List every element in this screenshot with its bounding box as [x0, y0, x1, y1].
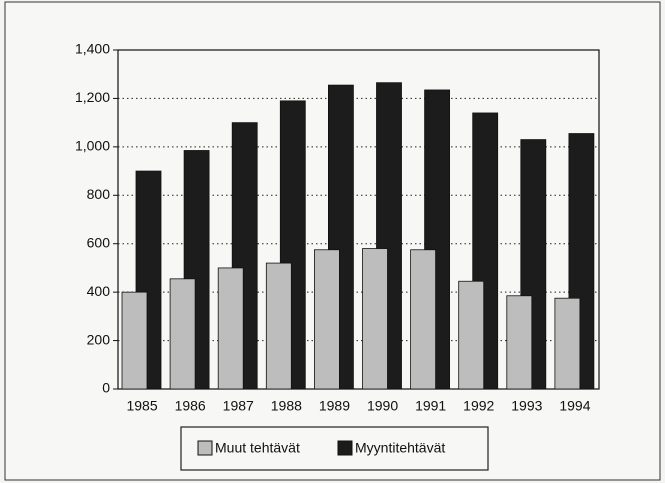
x-tick-label: 1988 — [271, 398, 302, 414]
bar — [121, 291, 148, 390]
bar — [506, 295, 533, 390]
legend-swatch — [337, 440, 353, 456]
x-tick-label: 1989 — [319, 398, 350, 414]
x-tick-label: 1994 — [559, 398, 590, 414]
bar — [313, 249, 340, 390]
bar — [458, 280, 485, 390]
legend-label: Muut tehtävät — [215, 440, 300, 456]
x-tick-label: 1985 — [126, 398, 157, 414]
x-tick-label: 1991 — [415, 398, 446, 414]
y-tick-label: 200 — [87, 331, 111, 347]
y-tick-label: 800 — [87, 186, 111, 202]
bar — [327, 84, 354, 390]
plot-area — [117, 49, 600, 390]
bar — [265, 262, 292, 390]
bar — [554, 297, 581, 390]
y-tick-label: 1,400 — [75, 41, 110, 57]
bar — [183, 150, 210, 390]
bar — [362, 248, 388, 390]
bar — [169, 278, 196, 390]
x-tick-label: 1993 — [511, 398, 542, 414]
legend-box — [180, 426, 489, 471]
y-tick-label: 0 — [102, 380, 110, 396]
y-tick-label: 400 — [87, 283, 111, 299]
y-tick-label: 1,000 — [75, 138, 110, 154]
y-tick-label: 600 — [87, 234, 111, 250]
bar — [217, 267, 244, 390]
legend-swatch — [197, 440, 213, 456]
x-tick-label: 1990 — [367, 398, 398, 414]
bar — [410, 249, 437, 390]
legend-label: Myyntitehtävät — [355, 440, 445, 456]
x-tick-label: 1987 — [223, 398, 254, 414]
x-tick-label: 1986 — [175, 398, 206, 414]
y-tick-label: 1,200 — [75, 89, 110, 105]
x-tick-label: 1992 — [463, 398, 494, 414]
